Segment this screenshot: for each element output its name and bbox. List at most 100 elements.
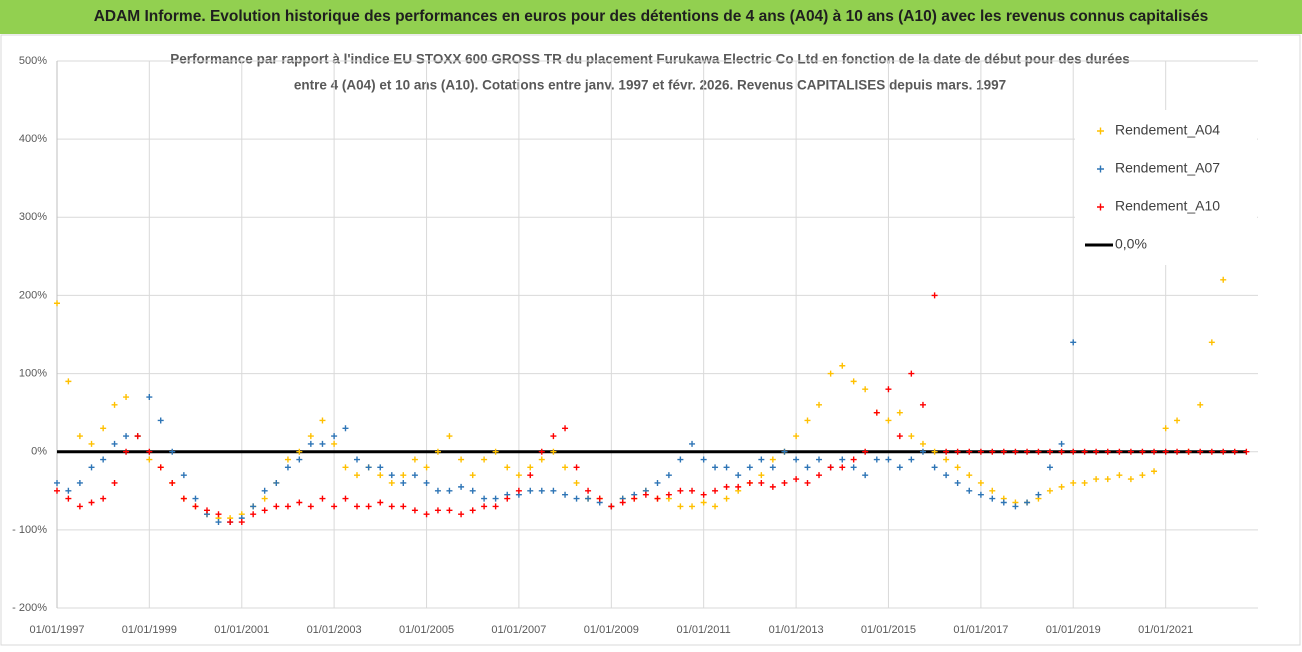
data-point	[977, 491, 984, 498]
legend-marker	[1097, 203, 1104, 211]
data-point	[908, 433, 915, 440]
data-point	[169, 479, 176, 486]
data-point	[65, 378, 72, 385]
data-point	[804, 417, 811, 424]
data-point	[896, 433, 903, 440]
data-point	[481, 495, 488, 502]
data-point	[931, 464, 938, 471]
data-point	[469, 472, 476, 479]
y-tick-label: 0%	[31, 446, 47, 458]
data-point	[1220, 276, 1227, 283]
data-point	[862, 386, 869, 393]
chart-title: entre 4 (A04) et 10 ans (A10). Cotations…	[294, 78, 1006, 93]
data-point	[1012, 448, 1019, 455]
data-point	[1220, 448, 1227, 455]
data-point	[608, 503, 615, 510]
data-point	[873, 456, 880, 463]
data-point	[677, 456, 684, 463]
data-point	[527, 464, 534, 471]
data-point	[1058, 448, 1065, 455]
data-point	[65, 495, 72, 502]
data-point	[723, 495, 730, 502]
data-point	[1243, 448, 1250, 455]
data-point	[1093, 476, 1100, 483]
data-point	[527, 472, 534, 479]
data-point	[689, 440, 696, 447]
data-point	[700, 499, 707, 506]
data-point	[1000, 499, 1007, 506]
data-point	[1174, 448, 1181, 455]
data-point	[1046, 464, 1053, 471]
data-point	[665, 491, 672, 498]
data-point	[689, 487, 696, 494]
data-point	[1139, 448, 1146, 455]
data-point	[481, 503, 488, 510]
data-point	[388, 472, 395, 479]
data-point	[954, 464, 961, 471]
data-point	[157, 417, 164, 424]
data-point	[100, 495, 107, 502]
data-point	[723, 483, 730, 490]
data-point	[342, 495, 349, 502]
data-point	[215, 519, 222, 526]
data-point	[700, 491, 707, 498]
data-point	[781, 448, 788, 455]
data-point	[1127, 448, 1134, 455]
data-point	[735, 472, 742, 479]
data-point	[1139, 472, 1146, 479]
data-point	[562, 464, 569, 471]
data-point	[562, 425, 569, 432]
data-point	[723, 464, 730, 471]
data-point	[492, 448, 499, 455]
legend-label: Rendement_A04	[1115, 122, 1220, 138]
data-point	[307, 503, 314, 510]
data-point	[492, 495, 499, 502]
data-point	[712, 464, 719, 471]
data-point	[908, 370, 915, 377]
data-point	[885, 417, 892, 424]
data-point	[827, 464, 834, 471]
data-point	[458, 511, 465, 518]
data-point	[319, 495, 326, 502]
data-point	[758, 472, 765, 479]
data-point	[642, 491, 649, 498]
data-point	[538, 456, 545, 463]
data-point	[134, 433, 141, 440]
data-point	[1127, 476, 1134, 483]
data-point	[123, 433, 130, 440]
data-point	[261, 487, 268, 494]
data-point	[296, 456, 303, 463]
x-tick-label: 01/01/2011	[677, 624, 731, 636]
data-point	[527, 487, 534, 494]
data-point	[1208, 448, 1215, 455]
y-tick-label: 200%	[19, 289, 47, 301]
legend-label: 0,0%	[1115, 236, 1147, 252]
data-point	[804, 464, 811, 471]
x-tick-label: 01/01/2017	[953, 624, 1008, 636]
y-tick-label: 300%	[19, 211, 47, 223]
x-tick-label: 01/01/2019	[1046, 624, 1101, 636]
data-point	[873, 409, 880, 416]
data-point	[469, 507, 476, 514]
data-point	[700, 456, 707, 463]
data-point	[215, 511, 222, 518]
data-point	[180, 472, 187, 479]
data-point	[769, 464, 776, 471]
data-point	[1081, 479, 1088, 486]
data-point	[665, 472, 672, 479]
data-point	[1185, 448, 1192, 455]
data-point	[331, 503, 338, 510]
data-point	[769, 456, 776, 463]
data-point	[573, 464, 580, 471]
data-point	[1046, 448, 1053, 455]
data-point	[458, 456, 465, 463]
data-point	[446, 487, 453, 494]
data-point	[908, 456, 915, 463]
data-point	[989, 495, 996, 502]
data-point	[446, 433, 453, 440]
data-point	[65, 487, 72, 494]
data-point	[1197, 401, 1204, 408]
data-point	[400, 472, 407, 479]
data-point	[307, 433, 314, 440]
